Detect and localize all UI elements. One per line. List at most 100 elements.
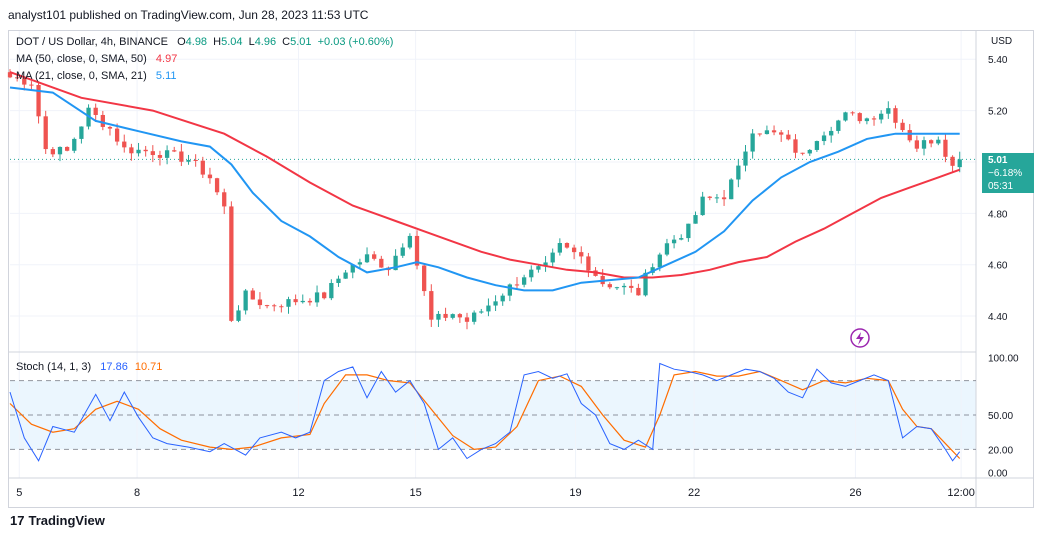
candle-body <box>779 132 784 135</box>
candle-body <box>557 243 562 253</box>
open-label: O <box>177 36 186 48</box>
low-label: L <box>248 36 255 48</box>
candle-body <box>493 301 498 306</box>
bar-countdown: 05:31 <box>988 181 1014 192</box>
candle-body <box>807 149 812 154</box>
currency-label: USD <box>991 36 1012 47</box>
candle-body <box>914 140 920 149</box>
candle-body <box>414 235 420 266</box>
candle-body <box>307 300 313 303</box>
candle-body <box>757 133 762 135</box>
time-tick-label: 15 <box>409 487 421 499</box>
candle-body <box>500 295 505 302</box>
candle-body <box>72 138 77 151</box>
candle-body <box>429 291 434 320</box>
candle-body <box>472 312 477 322</box>
candle-body <box>721 197 727 200</box>
candle-body <box>64 146 70 151</box>
candle-body <box>143 149 148 152</box>
candle-body <box>293 299 298 303</box>
candle-body <box>179 151 184 162</box>
candle-body <box>857 113 862 122</box>
candle-body <box>57 146 63 155</box>
ma50-legend[interactable]: MA (50, close, 0, SMA, 50) 4.97 <box>16 53 177 65</box>
current-price-tag: 5.01 −6.18% 05:31 <box>982 153 1034 193</box>
candle-body <box>907 130 912 141</box>
candle-body <box>322 292 327 299</box>
candle-body <box>257 299 263 306</box>
lightning-glyph <box>856 332 864 345</box>
candle-body <box>250 290 255 300</box>
ma50-label: MA (50, close, 0, SMA, 50) <box>16 53 147 65</box>
candle-body <box>79 126 84 139</box>
candle-body <box>800 152 805 154</box>
candle-body <box>186 159 191 162</box>
candle-body <box>679 238 684 240</box>
stoch-tick-label: 0.00 <box>988 468 1008 479</box>
change-value: +0.03 (+0.60%) <box>317 36 394 48</box>
candle-body <box>422 265 427 292</box>
close-label: C <box>282 36 291 48</box>
candle-body <box>443 313 448 318</box>
candle-body <box>821 135 827 142</box>
candle-body <box>207 174 213 179</box>
candle-body <box>871 118 877 120</box>
time-tick-label: 12:00 <box>947 487 975 499</box>
stoch-tick-label: 20.00 <box>988 445 1013 456</box>
time-tick-label: 22 <box>688 487 700 499</box>
candle-body <box>543 262 548 267</box>
candle-body <box>214 178 220 193</box>
time-tick-label: 19 <box>569 487 581 499</box>
candle-body <box>671 239 677 244</box>
time-tick-label: 8 <box>134 487 140 499</box>
candle-body <box>521 277 527 285</box>
candle-body <box>886 108 891 114</box>
candle-body <box>900 122 905 131</box>
candle-body <box>329 282 334 299</box>
ma21-line <box>9 86 960 292</box>
ma50-value: 4.97 <box>155 53 178 65</box>
candle-body <box>464 317 470 322</box>
candle-body <box>693 215 698 224</box>
candle-body <box>664 243 670 255</box>
ma21-value: 5.11 <box>155 70 177 82</box>
candle-body <box>936 139 941 144</box>
candle-body <box>222 192 227 207</box>
candle-body <box>536 266 541 270</box>
high-label: H <box>213 36 222 48</box>
candle-body <box>436 313 441 320</box>
tradingview-logo-icon: 17 <box>10 513 25 528</box>
candle-body <box>450 314 455 318</box>
candle-body <box>372 254 377 259</box>
candle-body <box>7 72 13 78</box>
chart-frame <box>8 30 1034 508</box>
candle-body <box>229 206 234 321</box>
ma21-label: MA (21, close, 0, SMA, 21) <box>16 70 147 82</box>
stoch-legend[interactable]: Stoch (14, 1, 3) 17.86 10.71 <box>16 361 162 373</box>
candle-body <box>764 130 770 135</box>
candle-body <box>350 264 355 273</box>
candles-group <box>7 69 962 330</box>
ma50-line <box>9 71 961 279</box>
candle-body <box>36 84 41 117</box>
candle-body <box>243 290 248 311</box>
candle-body <box>129 147 134 154</box>
candle-body <box>343 272 348 279</box>
candle-body <box>407 235 413 248</box>
candle-body <box>614 287 620 289</box>
candle-body <box>479 311 484 313</box>
candle-body <box>314 292 320 303</box>
stoch-d-line <box>9 370 961 459</box>
candle-body <box>272 305 277 307</box>
candle-body <box>107 126 113 129</box>
stoch-k-line <box>9 362 961 462</box>
candle-body <box>200 160 205 175</box>
event-lightning-icon[interactable] <box>850 328 870 348</box>
symbol-name[interactable]: DOT / US Dollar, 4h, BINANCE <box>16 36 169 48</box>
candle-body <box>14 77 20 79</box>
tradingview-brand[interactable]: 17 TradingView <box>10 513 105 528</box>
candle-body <box>193 159 198 161</box>
open-value: 4.98 <box>185 36 208 48</box>
ma21-legend[interactable]: MA (21, close, 0, SMA, 21) 5.11 <box>16 70 177 82</box>
